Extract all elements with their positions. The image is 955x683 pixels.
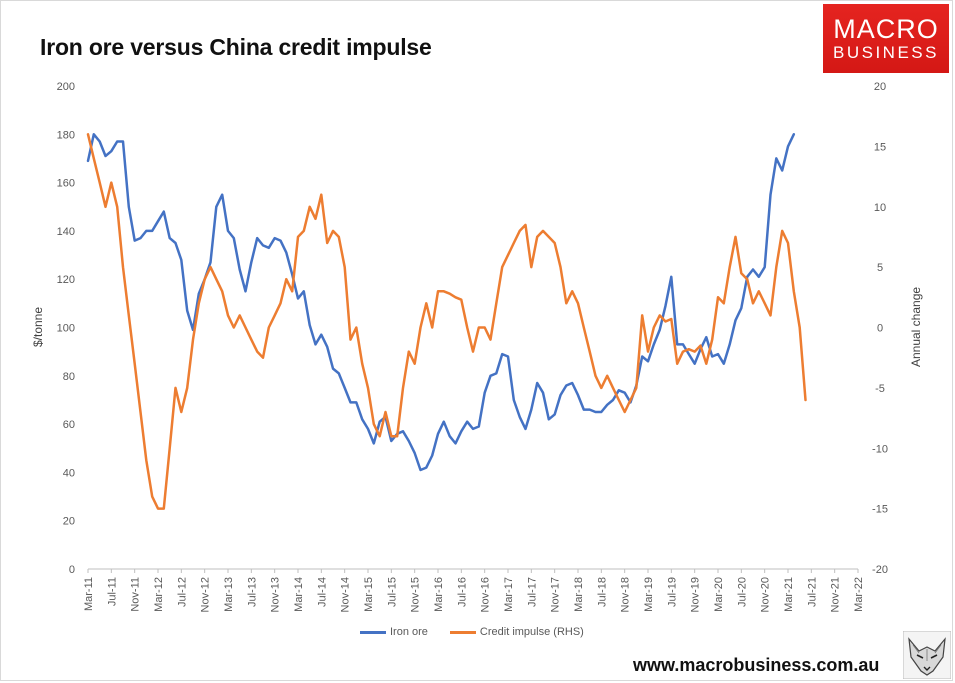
y2-tick-label: 20: [874, 81, 886, 93]
website-url: www.macrobusiness.com.au: [633, 655, 880, 675]
x-tick-label: Mar-18: [573, 577, 585, 612]
x-tick-label: Nov-13: [270, 577, 282, 612]
x-tick-label: Jul-15: [386, 577, 398, 607]
x-tick-label: Nov-12: [200, 577, 212, 612]
x-tick-label: Mar-22: [853, 577, 865, 612]
x-tick-label: Mar-20: [713, 577, 725, 612]
left-axis-ticks: 0 20 40 60 80 100 120 140 160 180 200: [57, 81, 75, 576]
y-tick-label: 200: [57, 81, 75, 93]
x-tick-label: Mar-17: [503, 577, 515, 612]
logo-line-macro: MACRO: [833, 13, 939, 44]
x-tick-label: Nov-11: [130, 577, 142, 612]
y2-tick-label: 15: [874, 141, 886, 153]
x-tick-label: Jul-12: [176, 577, 188, 607]
x-tick-label: Jul-18: [596, 577, 608, 607]
legend-swatch-credit-impulse: [449, 630, 476, 634]
y-tick-label: 80: [63, 371, 75, 383]
x-tick-label: Mar-13: [223, 577, 235, 612]
x-tick-label: Nov-21: [830, 577, 842, 612]
x-tick-label: Jul-16: [456, 577, 468, 607]
y2-tick-label: -15: [872, 504, 888, 516]
x-axis-ticks: Mar-11 Jul-11 Nov-11 Mar-12 Jul-12 Nov-12 Mar-…: [83, 569, 865, 612]
iron-ore-line: [86, 133, 796, 472]
x-tick-label: Nov-18: [620, 577, 632, 612]
x-tick-label: Mar-12: [153, 577, 165, 612]
x-tick-label: Mar-16: [433, 577, 445, 612]
y-tick-label: 20: [63, 516, 75, 528]
x-tick-label: Nov-16: [480, 577, 492, 612]
x-tick-label: Jul-14: [316, 577, 328, 607]
x-tick-label: Nov-20: [760, 577, 772, 612]
y-axis-title: $/tonne: [31, 307, 45, 347]
y2-tick-label: 10: [874, 202, 886, 214]
x-tick-label: Jul-11: [106, 577, 118, 606]
y2-axis-title: Annual change: [909, 287, 923, 367]
fox-mascot-icon: [903, 631, 951, 679]
legend-label-credit-impulse: Credit impulse (RHS): [479, 626, 584, 638]
chart-title: Iron ore versus China credit impulse: [40, 34, 432, 60]
x-tick-label: Mar-21: [783, 577, 795, 612]
legend-item-credit-impulse: Credit impulse (RHS): [449, 626, 584, 638]
y-tick-label: 180: [57, 129, 75, 141]
chart-legend: Iron ore Credit impulse (RHS): [360, 626, 606, 638]
x-tick-label: Jul-20: [736, 577, 748, 607]
x-tick-label: Mar-14: [293, 577, 305, 612]
y-tick-label: 120: [57, 274, 75, 286]
y-tick-label: 60: [63, 419, 75, 431]
y2-tick-label: -10: [872, 443, 888, 455]
x-tick-label: Mar-11: [83, 577, 95, 611]
right-axis-ticks: -20 -15 -10 -5 0 5 10 15 20: [872, 81, 888, 576]
series-group: [86, 133, 807, 510]
x-tick-label: Nov-15: [410, 577, 422, 612]
legend-item-iron-ore: Iron ore: [360, 626, 428, 638]
y2-tick-label: -20: [872, 564, 888, 576]
y-tick-label: 140: [57, 226, 75, 238]
x-tick-label: Jul-17: [526, 577, 538, 607]
y-tick-label: 100: [57, 323, 75, 335]
y-tick-label: 0: [69, 564, 75, 576]
legend-label-iron-ore: Iron ore: [390, 626, 428, 638]
x-tick-label: Nov-17: [550, 577, 562, 612]
x-tick-label: Nov-19: [690, 577, 702, 612]
logo-line-business: BUSINESS: [833, 42, 939, 62]
x-tick-label: Mar-19: [643, 577, 655, 612]
macrobusiness-logo: MACRO BUSINESS: [823, 4, 949, 73]
y2-tick-label: 0: [877, 323, 883, 335]
x-tick-label: Jul-21: [806, 577, 818, 607]
x-tick-label: Nov-14: [340, 577, 352, 612]
x-tick-label: Jul-13: [246, 577, 258, 607]
legend-swatch-iron-ore: [360, 630, 386, 634]
x-tick-label: Jul-19: [666, 577, 678, 607]
y2-tick-label: -5: [875, 383, 885, 395]
y2-tick-label: 5: [877, 262, 883, 274]
y-tick-label: 160: [57, 178, 75, 190]
x-tick-label: Mar-15: [363, 577, 375, 612]
credit-impulse-line: [86, 133, 807, 510]
y-tick-label: 40: [63, 467, 75, 479]
